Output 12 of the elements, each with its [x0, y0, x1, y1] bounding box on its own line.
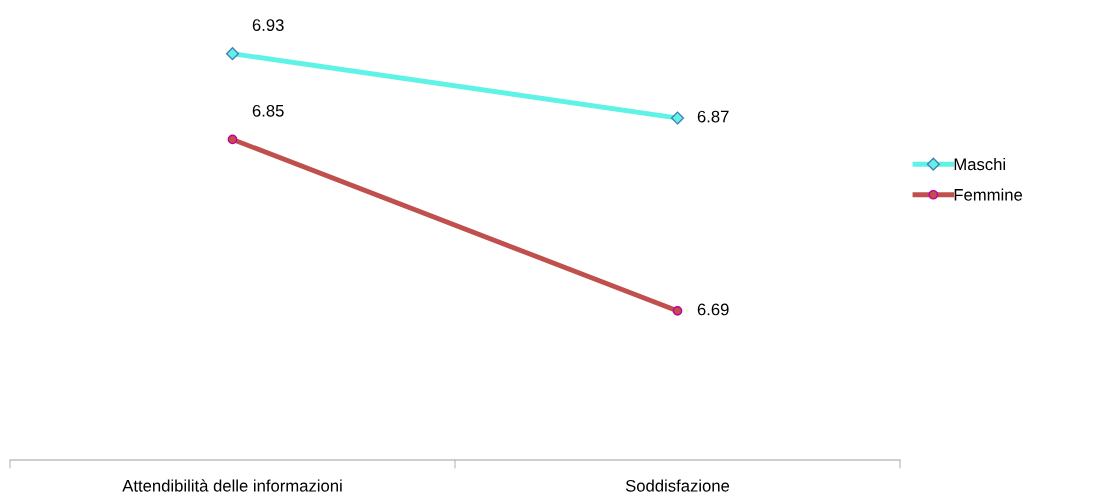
point [670, 111, 685, 125]
data-label: 6.93 [252, 19, 284, 31]
data-label: 6.87 [697, 110, 729, 123]
data-label: 6.69 [697, 303, 729, 316]
point [227, 134, 238, 145]
point [225, 47, 240, 61]
data-label: 6.85 [252, 104, 284, 117]
legend-label: Femmine [954, 188, 1023, 201]
x-tick-label: Soddisfazione [625, 479, 730, 492]
legend-label: Maschi [954, 157, 1005, 171]
x-tick-label: Attendibilità delle informazioni [122, 479, 342, 492]
point [672, 305, 683, 316]
